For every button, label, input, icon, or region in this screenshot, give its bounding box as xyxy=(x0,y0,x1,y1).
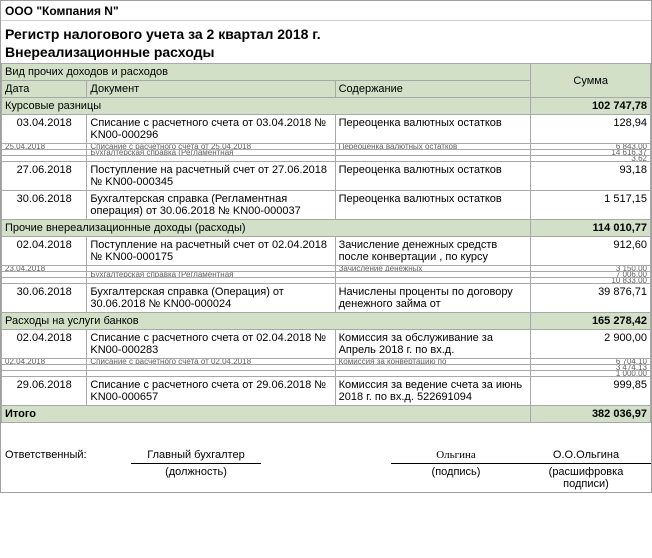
table-row: 02.04.2018Поступление на расчетный счет … xyxy=(2,237,651,266)
header-group-row: Вид прочих доходов и расходов Сумма xyxy=(2,64,651,81)
cell-date: 02.04.2018 xyxy=(2,237,87,266)
table-row: 02.04.2018Списание с расчетного счета от… xyxy=(2,330,651,359)
cell-sum: 1 517,15 xyxy=(531,191,651,220)
section-total: 165 278,42 xyxy=(531,313,651,330)
cell-desc: Комиссия за ведение счета за июнь 2018 г… xyxy=(335,377,531,406)
cell-sum: 2 900,00 xyxy=(531,330,651,359)
company-name: ООО "Компания N" xyxy=(1,1,651,21)
cell-sum: 912,60 xyxy=(531,237,651,266)
signature-value: Ольгина xyxy=(391,447,521,464)
title-block: Регистр налогового учета за 2 квартал 20… xyxy=(1,21,651,63)
table-row: 29.06.2018Списание с расчетного счета от… xyxy=(2,377,651,406)
cell-desc: Зачисление денежных средств после конвер… xyxy=(335,237,531,266)
cell-sum: 93,18 xyxy=(531,162,651,191)
signer-name-label: (расшифровка подписи) xyxy=(521,464,651,493)
signature-label: (подпись) xyxy=(391,464,521,493)
cell-doc: Поступление на расчетный счет от 27.06.2… xyxy=(87,162,335,191)
signer-name: О.О.Ольгина xyxy=(521,447,651,464)
cell-doc: Поступление на расчетный счет от 02.04.2… xyxy=(87,237,335,266)
cell-desc: Начислены проценты по договору денежного… xyxy=(335,284,531,313)
cell-doc: Бухгалтерская справка (Операция) от 30.0… xyxy=(87,284,335,313)
register-table: Вид прочих доходов и расходов Сумма Дата… xyxy=(1,63,651,423)
cell-doc: Списание с расчетного счета от 02.04.201… xyxy=(87,330,335,359)
signature-area: Ответственный: Главный бухгалтер Ольгина… xyxy=(1,441,651,492)
cell-date: 29.06.2018 xyxy=(2,377,87,406)
section-name: Расходы на услуги банков xyxy=(2,313,531,330)
cell-sum: 39 876,71 xyxy=(531,284,651,313)
cell-date: 30.06.2018 xyxy=(2,191,87,220)
header-date: Дата xyxy=(2,81,87,98)
header-doc: Документ xyxy=(87,81,335,98)
section-name: Курсовые разницы xyxy=(2,98,531,115)
cell-doc: Списание с расчетного счета от 03.04.201… xyxy=(87,115,335,144)
cell-desc: Комиссия за обслуживание за Апрель 2018 … xyxy=(335,330,531,359)
cell-date: 02.04.2018 xyxy=(2,330,87,359)
cell-doc: Списание с расчетного счета от 29.06.201… xyxy=(87,377,335,406)
section-header-row: Курсовые разницы102 747,78 xyxy=(2,98,651,115)
responsible-label: Ответственный: xyxy=(1,447,131,464)
cell-doc: Бухгалтерская справка (Регламентная опер… xyxy=(87,191,335,220)
cell-date: 27.06.2018 xyxy=(2,162,87,191)
position-value: Главный бухгалтер xyxy=(131,447,261,464)
title-line-2: Внереализационные расходы xyxy=(5,43,647,61)
section-header-row: Расходы на услуги банков165 278,42 xyxy=(2,313,651,330)
cell-sum: 128,94 xyxy=(531,115,651,144)
section-header-row: Прочие внереализационные доходы (расходы… xyxy=(2,220,651,237)
header-group: Вид прочих доходов и расходов xyxy=(2,64,531,81)
table-row: 27.06.2018Поступление на расчетный счет … xyxy=(2,162,651,191)
cell-sum: 999,85 xyxy=(531,377,651,406)
section-total: 114 010,77 xyxy=(531,220,651,237)
title-line-1: Регистр налогового учета за 2 квартал 20… xyxy=(5,25,647,43)
cell-desc: Переоценка валютных остатков xyxy=(335,115,531,144)
header-sum: Сумма xyxy=(531,64,651,98)
position-label: (должность) xyxy=(131,464,261,493)
grand-total-row: Итого 382 036,97 xyxy=(2,406,651,423)
document: ООО "Компания N" Регистр налогового учет… xyxy=(0,0,652,493)
table-row: 03.04.2018Списание с расчетного счета от… xyxy=(2,115,651,144)
grand-total-value: 382 036,97 xyxy=(531,406,651,423)
section-name: Прочие внереализационные доходы (расходы… xyxy=(2,220,531,237)
cell-desc: Переоценка валютных остатков xyxy=(335,191,531,220)
header-desc: Содержание xyxy=(335,81,531,98)
grand-total-label: Итого xyxy=(2,406,531,423)
cell-date: 30.06.2018 xyxy=(2,284,87,313)
section-total: 102 747,78 xyxy=(531,98,651,115)
cell-desc: Переоценка валютных остатков xyxy=(335,162,531,191)
cell-date: 03.04.2018 xyxy=(2,115,87,144)
table-row: 30.06.2018Бухгалтерская справка (Операци… xyxy=(2,284,651,313)
table-row: 30.06.2018Бухгалтерская справка (Регламе… xyxy=(2,191,651,220)
